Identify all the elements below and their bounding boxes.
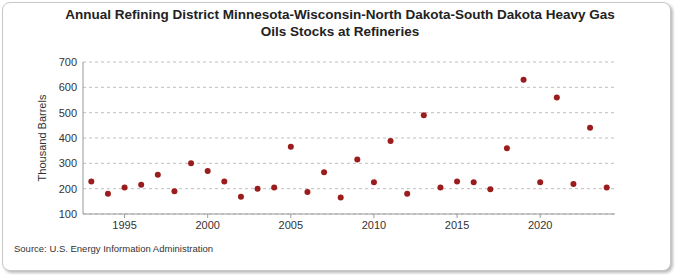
- data-point: [221, 179, 227, 185]
- data-point: [88, 179, 94, 185]
- data-point: [604, 184, 610, 190]
- x-tick: [373, 214, 374, 218]
- x-tick-label: 2005: [279, 219, 303, 231]
- y-tick-label: 600: [59, 81, 77, 93]
- data-point: [570, 181, 576, 187]
- grid-line: [83, 214, 615, 215]
- y-tick-label: 100: [59, 208, 77, 220]
- chart-frame: [2, 2, 671, 271]
- data-point: [338, 195, 344, 201]
- grid-line: [83, 87, 615, 88]
- grid-line: [83, 112, 615, 113]
- x-tick-label: 2010: [362, 219, 386, 231]
- data-point: [238, 194, 244, 200]
- data-point: [371, 179, 377, 185]
- data-point: [388, 138, 394, 144]
- data-point: [155, 172, 161, 178]
- data-point: [454, 179, 460, 185]
- x-tick: [457, 214, 458, 218]
- data-point: [421, 112, 427, 118]
- data-point: [487, 186, 493, 192]
- data-point: [554, 94, 560, 100]
- data-point: [105, 191, 111, 197]
- source-note: Source: U.S. Energy Information Administ…: [14, 243, 213, 254]
- x-tick-label: 1995: [112, 219, 136, 231]
- x-tick: [540, 214, 541, 218]
- data-point: [271, 184, 277, 190]
- data-point: [404, 191, 410, 197]
- data-point: [171, 188, 177, 194]
- y-tick-label: 700: [59, 56, 77, 68]
- data-point: [122, 184, 128, 190]
- x-tick-label: 2015: [445, 219, 469, 231]
- data-point: [537, 179, 543, 185]
- x-tick-label: 2000: [195, 219, 219, 231]
- data-point: [304, 189, 310, 195]
- grid-line: [83, 163, 615, 164]
- data-point: [504, 145, 510, 151]
- y-axis: [83, 62, 84, 214]
- data-point: [255, 186, 261, 192]
- y-tick-label: 300: [59, 157, 77, 169]
- data-point: [205, 168, 211, 174]
- data-point: [437, 184, 443, 190]
- grid-line: [83, 62, 615, 63]
- data-points: [88, 77, 609, 201]
- y-tick-label: 200: [59, 183, 77, 195]
- data-point: [521, 77, 527, 83]
- chart-svg: 100 200 300 400 500 600 700 1995 2000 2005 2010 201…: [0, 0, 675, 275]
- y-tick-label: 500: [59, 107, 77, 119]
- y-tick-label: 400: [59, 132, 77, 144]
- data-point: [188, 160, 194, 166]
- x-tick: [207, 214, 208, 218]
- data-point: [288, 144, 294, 150]
- data-point: [138, 182, 144, 188]
- data-point: [587, 125, 593, 131]
- x-tick-label: 2020: [528, 219, 552, 231]
- data-point: [471, 179, 477, 185]
- grid-line: [83, 138, 615, 139]
- x-axis: [83, 214, 615, 215]
- data-point: [354, 157, 360, 163]
- chart-title: Annual Refining District Minnesota-Wisco…: [60, 6, 620, 40]
- x-tick: [290, 214, 291, 218]
- data-point: [321, 169, 327, 175]
- y-axis-label: Thousand Barrels: [36, 94, 48, 181]
- x-tick: [124, 214, 125, 218]
- grid-line: [83, 188, 615, 189]
